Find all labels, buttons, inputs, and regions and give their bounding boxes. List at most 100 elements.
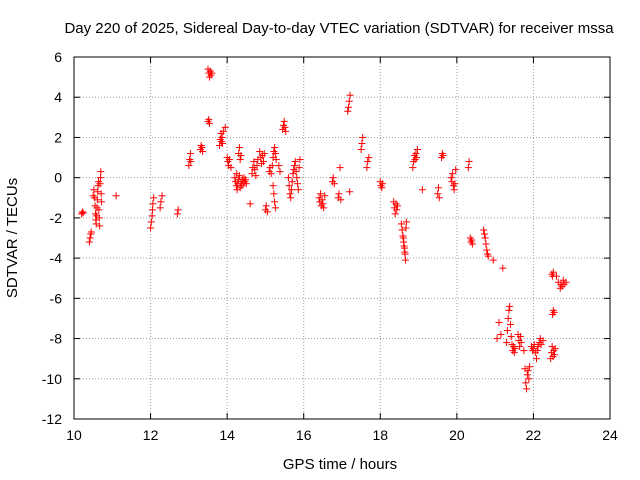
data-point (269, 182, 277, 190)
data-point (186, 150, 194, 158)
y-axis-label: SDTVAR / TECUs (4, 178, 21, 298)
data-point (291, 158, 299, 166)
data-point (147, 224, 155, 232)
data-point (481, 234, 489, 242)
data-point (87, 228, 95, 236)
data-point (187, 158, 195, 166)
data-point (93, 196, 101, 204)
data-point (318, 196, 326, 204)
data-point (242, 180, 250, 188)
data-point (174, 206, 182, 214)
data-point (434, 184, 442, 192)
data-point (294, 186, 302, 194)
data-point (510, 349, 518, 357)
data-point (480, 226, 488, 234)
data-point (271, 144, 279, 151)
data-point (394, 202, 402, 210)
data-point (235, 144, 243, 151)
data-point (364, 158, 372, 166)
data-point (532, 355, 540, 363)
data-point (358, 139, 366, 147)
data-point (272, 156, 280, 164)
data-point (242, 176, 250, 184)
data-point (504, 314, 512, 322)
y-tick-label: 6 (54, 49, 62, 65)
data-point (253, 162, 261, 170)
data-point (503, 327, 511, 335)
data-point (450, 186, 458, 194)
data-point (149, 200, 157, 208)
data-point (434, 190, 442, 198)
data-point (96, 174, 104, 182)
data-point (287, 194, 295, 202)
data-points (78, 65, 570, 393)
data-point (263, 208, 271, 216)
data-point (525, 375, 533, 383)
data-point (157, 198, 165, 206)
data-point (335, 190, 343, 198)
data-point (493, 335, 501, 343)
data-point (95, 214, 103, 222)
data-point (284, 174, 292, 182)
data-point (336, 164, 344, 172)
data-point (539, 337, 547, 345)
data-point (198, 144, 206, 151)
data-point (516, 343, 524, 351)
data-point (529, 345, 537, 353)
data-point (402, 218, 410, 226)
data-point (393, 206, 401, 214)
x-tick-labels: 10 12 14 16 18 20 22 24 (66, 427, 618, 443)
x-tick-label: 16 (296, 427, 312, 443)
data-point (379, 180, 387, 188)
data-point (260, 150, 268, 158)
x-tick-label: 24 (602, 427, 618, 443)
data-point (147, 218, 155, 226)
data-point (295, 164, 303, 172)
data-point (250, 158, 258, 166)
data-point (346, 188, 354, 196)
data-point (252, 172, 260, 180)
data-point (97, 168, 105, 176)
x-tick-label: 18 (372, 427, 388, 443)
data-point (98, 198, 106, 206)
x-tick-label: 10 (66, 427, 82, 443)
data-point (156, 204, 164, 212)
x-tick-label: 14 (219, 427, 235, 443)
data-point (275, 162, 283, 170)
data-point (398, 226, 406, 234)
data-point (237, 152, 245, 160)
data-point (346, 91, 354, 99)
data-point (468, 236, 476, 244)
x-tick-label: 12 (143, 427, 159, 443)
data-point (185, 162, 193, 170)
data-point (248, 170, 256, 178)
x-axis-label: GPS time / hours (283, 456, 397, 473)
data-point (520, 347, 528, 355)
data-point (246, 200, 254, 208)
data-point (495, 318, 503, 326)
data-point (345, 103, 353, 111)
data-point (285, 182, 293, 190)
data-point (505, 306, 513, 314)
y-tick-label: 0 (54, 170, 62, 186)
data-point (79, 209, 87, 217)
data-point (464, 164, 472, 172)
data-point (401, 248, 409, 256)
data-point (506, 320, 514, 328)
data-point (447, 174, 455, 182)
data-point (399, 234, 407, 242)
data-point (287, 186, 295, 194)
data-point (321, 192, 329, 200)
data-point (435, 194, 443, 202)
data-point (337, 196, 345, 204)
data-point (268, 162, 276, 170)
data-point (489, 256, 497, 264)
data-point (251, 166, 259, 174)
data-point (482, 240, 490, 248)
data-point (469, 240, 477, 248)
data-point (208, 69, 216, 77)
data-point (282, 127, 290, 135)
data-point (319, 200, 327, 208)
data-point (288, 178, 296, 186)
data-point (221, 123, 229, 131)
